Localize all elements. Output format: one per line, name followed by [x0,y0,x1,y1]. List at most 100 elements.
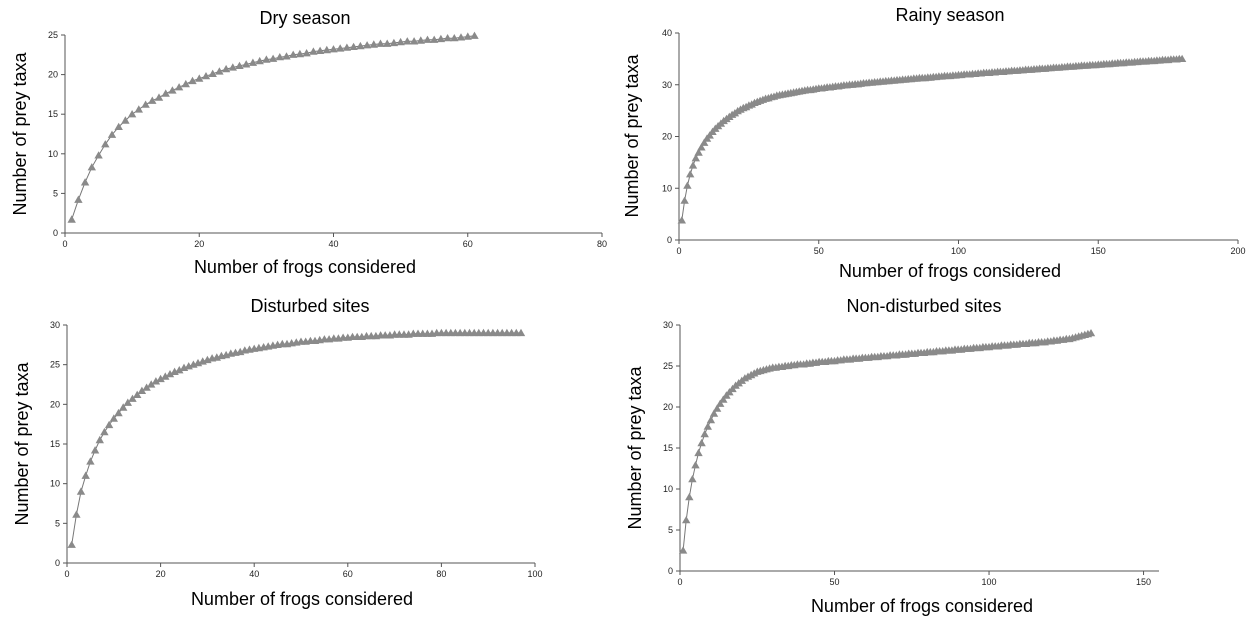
chart-1-data-point [80,178,90,186]
chart-1-data-point [349,42,358,50]
chart-2-data-point [677,216,686,224]
chart-2-y-tick-label: 20 [662,132,672,142]
chart-1: Dry season 0 20 40 60 80 0 5 10 15 20 25 Number of f… [10,8,607,277]
chart-2-y-tick-label: 30 [662,80,672,90]
chart-1-data-point [228,63,237,71]
chart-4-y-tick-label: 0 [668,566,673,576]
chart-3: Disturbed sites 0 20 40 60 80 100 0 5 10 15 20 25 30 N… [12,296,543,609]
chart-1-data-point [389,38,399,47]
chart-3-data-point [151,377,161,385]
chart-1-y-tick-label: 25 [48,30,58,40]
chart-4: Non-disturbed sites 0 50 100 150 0 5 10 15 20 25 30… [625,296,1159,616]
chart-1-data-point [282,52,291,60]
chart-1-data-point [309,47,318,55]
chart-1-data-point [416,36,425,44]
chart-3-data-point [156,374,165,383]
chart-1-data-point [94,151,103,159]
chart-4-data-point [719,395,728,403]
chart-3-data-point [142,383,151,391]
chart-1-data-point [356,41,365,50]
chart-2-x-tick-label: 100 [951,246,966,256]
chart-1-data-point [121,116,130,124]
chart-3-data-point [81,471,90,479]
chart-4-x-tick-label: 100 [982,577,997,587]
chart-1-data-point [161,89,170,97]
chart-1-data-point [456,33,466,41]
chart-1-data-point [127,110,137,118]
chart-1-data-point [154,93,164,101]
chart-1-data-point [336,44,345,52]
chart-1-data-point [148,96,157,104]
chart-2-data-point [688,161,698,169]
chart-3-data-point [161,372,170,380]
chart-3-data-point [147,380,156,388]
chart-2-data-point [694,148,703,156]
chart-2-data-point [697,143,706,151]
chart-4-data-point [709,409,719,417]
chart-1-data-point [322,45,331,54]
chart-3-y-tick-label: 30 [50,320,60,330]
chart-2-y-axis-label: Number of prey taxa [622,53,642,217]
chart-1-data-point [168,86,177,94]
chart-3-data-point [119,403,128,411]
chart-1-data-point [295,49,305,58]
chart-2-x-tick-label: 150 [1091,246,1106,256]
chart-3-data-point [76,487,86,495]
chart-1-data-point [369,40,378,48]
chart-2-title: Rainy season [895,5,1004,25]
chart-4-x-axis-label: Number of frogs considered [811,596,1033,616]
chart-4-data-point [706,415,716,424]
chart-4-data-point [716,399,725,407]
chart-1-data-point [463,32,472,40]
chart-1-data-point [329,45,338,53]
chart-1-y-tick-label: 10 [48,149,58,159]
chart-3-data-point [123,398,132,406]
chart-1-data-point [141,100,150,108]
chart-2-series-line [681,58,1183,221]
chart-1-data-point [195,74,204,82]
chart-1-data-point [242,60,251,68]
chart-3-x-tick-label: 0 [64,569,69,579]
chart-3-data-point [175,366,184,374]
chart-4-x-tick-label: 150 [1136,577,1151,587]
chart-1-data-point [443,34,452,42]
chart-3-x-tick-label: 80 [436,569,446,579]
chart-1-x-tick-label: 20 [194,239,204,249]
chart-1-data-point [450,34,459,42]
chart-1-data-point [248,58,258,66]
chart-1-x-tick-label: 0 [62,239,67,249]
chart-3-y-tick-label: 0 [55,558,60,568]
chart-3-data-point [128,394,137,402]
chart-2-y-tick-label: 0 [667,235,672,245]
chart-1-data-point [315,46,325,54]
chart-3-data-point [95,435,104,444]
chart-4-data-point [697,438,706,447]
chart-1-x-tick-label: 80 [597,239,607,249]
chart-1-data-point [403,37,412,45]
chart-2-data-point [1177,54,1187,62]
chart-4-data-point [694,448,703,457]
chart-3-y-tick-label: 5 [55,518,60,528]
chart-2-y-tick-label: 40 [662,28,672,38]
chart-3-y-tick-label: 20 [50,399,60,409]
chart-4-data-point [682,516,691,524]
chart-2-data-point [686,170,695,178]
chart-2-x-tick-label: 50 [814,246,824,256]
chart-1-data-point [289,50,298,58]
chart-2-x-tick-label: 200 [1230,246,1245,256]
chart-1-data-point [262,55,271,63]
chart-1-data-point [423,35,432,43]
chart-3-x-tick-label: 60 [343,569,353,579]
chart-1-data-point [376,39,385,47]
chart-4-y-axis-label: Number of prey taxa [625,365,645,529]
chart-1-y-tick-label: 0 [53,228,58,238]
chart-4-x-tick-label: 0 [677,577,682,587]
chart-2-data-point [680,196,689,204]
chart-2-data-point [700,138,709,146]
chart-1-data-point [188,76,197,85]
chart-4-data-point [1086,329,1096,337]
chart-1-y-tick-label: 15 [48,109,58,119]
chart-4-data-point [703,422,712,430]
chart-4-data-point [685,493,694,501]
